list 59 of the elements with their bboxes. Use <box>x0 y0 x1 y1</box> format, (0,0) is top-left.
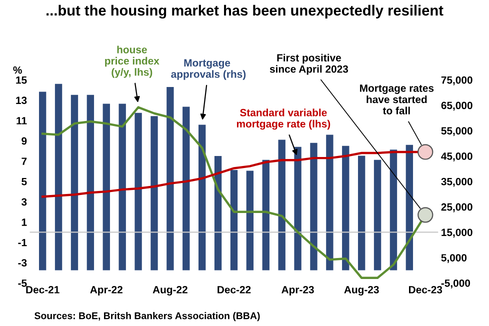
y-tick-label: -3 <box>18 259 27 267</box>
bar <box>214 156 222 270</box>
bar <box>246 170 254 270</box>
bar <box>310 142 318 270</box>
y-tick-label: 1 <box>22 218 27 226</box>
bar <box>342 146 350 270</box>
text: house price index (y/y, lhs) <box>105 46 160 78</box>
y2-tick-label: 5,000 <box>441 254 467 263</box>
bar <box>70 94 78 270</box>
bar <box>150 116 158 270</box>
bar <box>294 146 302 270</box>
y2-tick-label: 15,000 <box>442 228 472 238</box>
y2-tick-label: 25,000 <box>441 203 472 212</box>
y-tick-label: 15 <box>16 76 27 84</box>
bar <box>278 140 286 270</box>
x-tick-label: Aug-22 <box>152 286 188 296</box>
y2-tick-label: 75,000 <box>441 76 472 86</box>
bar <box>198 124 206 270</box>
bar <box>134 112 142 270</box>
x-tick-label: Aug-23 <box>344 286 379 296</box>
bar <box>358 156 366 270</box>
x-tick-label: Dec-23 <box>409 286 442 294</box>
x-tick-label: Apr-23 <box>282 286 314 296</box>
y-tick-label: 11 <box>16 117 27 124</box>
series-label: Mortgage approvals (rhs) <box>171 59 246 80</box>
x-tick-label: Dec-22 <box>218 286 251 294</box>
y-tick-label: 9 <box>22 137 27 145</box>
bar <box>406 144 414 270</box>
source-note: Sources: BoE, Britsh Bankers Association (BBA) <box>34 312 260 322</box>
bar <box>390 150 398 270</box>
y2-tick-label: -5,000 <box>441 279 470 288</box>
chart-title: ...but the housing market has been unexpectedly resilient <box>46 4 444 19</box>
bar <box>166 86 174 270</box>
y-tick-label: 3 <box>22 198 27 206</box>
bar <box>182 106 190 270</box>
bar <box>86 94 94 270</box>
y-tick-label: -5 <box>18 280 27 287</box>
bar <box>39 92 46 270</box>
y-tick-label: 7 <box>22 158 27 165</box>
bar <box>374 160 382 270</box>
bar <box>118 104 126 270</box>
bar <box>54 84 62 270</box>
y2-tick-label: 45,000 <box>441 152 472 162</box>
y-tick-label: 5 <box>22 178 27 186</box>
bar <box>102 104 110 270</box>
y-tick-label: 13 <box>16 96 27 104</box>
x-tick-label: Apr-22 <box>90 286 122 296</box>
bar <box>230 170 238 270</box>
y2-tick-label: 65,000 <box>441 102 472 111</box>
bar <box>326 134 334 270</box>
y-axis-title: % <box>13 66 22 74</box>
y-tick-label: -1 <box>18 238 27 246</box>
y2-tick-label: 55,000 <box>441 127 472 136</box>
y2-tick-label: 35,000 <box>441 178 472 187</box>
annotation: First positive since April 2023 <box>270 54 348 75</box>
text: Standard variable mortgage rate (lhs) <box>236 108 330 130</box>
bar <box>262 160 270 270</box>
x-tick-label: Dec-21 <box>26 286 60 294</box>
annotation: Mortgage rates have started to fall <box>360 84 434 114</box>
